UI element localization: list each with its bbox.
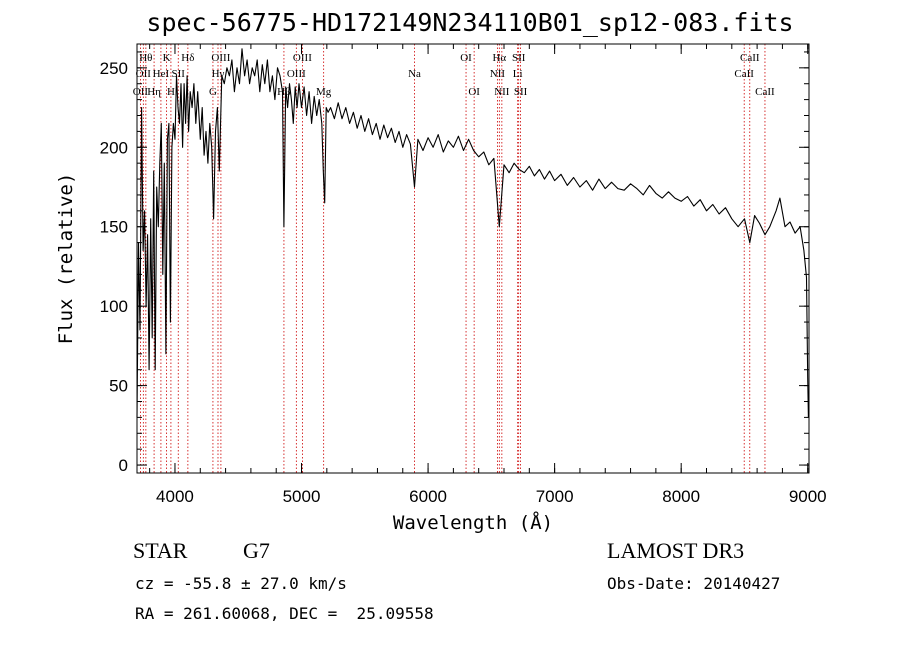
x-tick-label: 8000 <box>662 487 700 506</box>
line-marker-label: HeI <box>153 68 170 80</box>
line-marker-label: Na <box>408 68 421 80</box>
line-marker-label: OII <box>136 68 152 80</box>
line-marker-label: CaII <box>740 52 760 64</box>
x-tick-label: 4000 <box>156 487 194 506</box>
line-marker-label: H <box>167 86 175 98</box>
line-marker-label: Hβ <box>277 86 291 98</box>
line-marker-label: OI <box>460 52 472 64</box>
line-marker-label: SII <box>512 52 526 64</box>
line-marker-label: OIII <box>293 52 312 64</box>
plot-axes: 4000 5000 6000 7000 8000 9000 0 50 100 150 200 250 W… <box>55 43 827 534</box>
spectrum-series <box>136 48 809 418</box>
line-marker-label: Li <box>513 68 523 80</box>
line-markers <box>140 44 766 473</box>
spectral-subclass: G7 <box>243 538 270 563</box>
line-marker-label: Hη <box>147 86 161 98</box>
y-axis-label: Flux (relative) <box>55 173 77 345</box>
obs-date: Obs-Date: 20140427 <box>607 574 781 593</box>
line-marker-label: SII <box>172 68 186 80</box>
y-tick-label: 100 <box>100 297 128 316</box>
x-tick-label: 5000 <box>283 487 321 506</box>
object-class: STAR <box>133 538 188 563</box>
survey-name: LAMOST DR3 <box>607 538 745 563</box>
x-tick-label: 6000 <box>409 487 447 506</box>
line-marker-label: OI <box>468 86 480 98</box>
y-tick-label: 250 <box>100 59 128 78</box>
y-tick-label: 50 <box>109 377 128 396</box>
y-tick-label: 200 <box>100 138 128 157</box>
chart-title: spec-56775-HD172149N234110B01_sp12-083.f… <box>146 8 794 37</box>
line-marker-label: K <box>163 52 171 64</box>
x-axis-label: Wavelength (Å) <box>393 511 553 534</box>
line-marker-label: OII <box>133 86 149 98</box>
line-marker-label: OIII <box>211 52 230 64</box>
x-tick-label: 9000 <box>789 487 827 506</box>
marker-labels: OII OII Hθ Hη HeI K H SII Hδ G Hγ OIII Hβ OIII OIII Mg N… <box>133 52 775 98</box>
plot-frame <box>136 43 810 474</box>
line-marker-label: Hθ <box>139 52 152 64</box>
line-marker-label: NII <box>494 86 510 98</box>
line-marker-label: G <box>209 86 217 98</box>
y-tick-label: 150 <box>100 218 128 237</box>
line-marker-label: NII <box>490 68 506 80</box>
line-marker-label: Hγ <box>212 68 225 80</box>
y-tick-label: 0 <box>119 456 128 475</box>
line-marker-label: OIII <box>287 68 306 80</box>
line-marker-label: Hα <box>492 52 506 64</box>
coordinates-line: RA = 261.60068, DEC = 25.09558 <box>135 604 434 623</box>
line-marker-label: Hδ <box>181 52 194 64</box>
line-marker-label: Mg <box>316 86 332 98</box>
line-marker-label: SII <box>514 86 528 98</box>
redshift-line: cz = -55.8 ± 27.0 km/s <box>135 574 347 593</box>
line-marker-label: CaII <box>734 68 754 80</box>
x-tick-label: 7000 <box>536 487 574 506</box>
line-marker-label: CaII <box>755 86 775 98</box>
spectrum-line <box>136 48 809 418</box>
